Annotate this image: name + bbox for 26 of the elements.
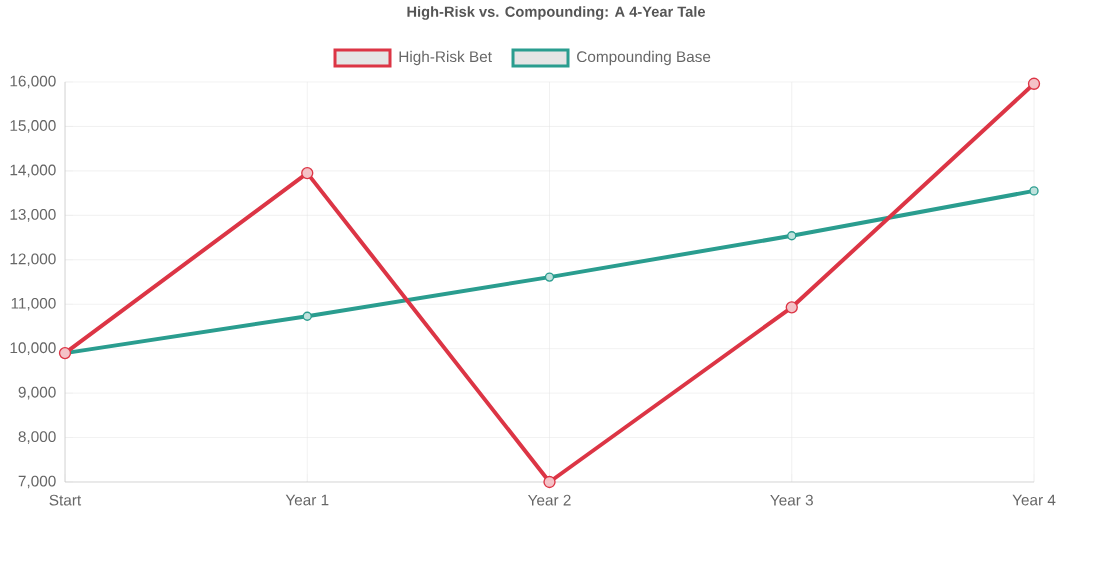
point: [544, 272, 555, 282]
y-tick-label: 7,000: [18, 475, 56, 489]
point: [1029, 186, 1039, 196]
y-tick-label: 13,000: [10, 209, 56, 222]
chart-title: High-Risk vs. Compounding: A 4-Year Tale: [407, 6, 706, 20]
y-tick-label: 16,000: [10, 75, 56, 89]
x-tick-label: Year 1: [285, 494, 329, 506]
point: [785, 301, 798, 314]
x-tick-label: Year 4: [1012, 494, 1056, 506]
point: [1027, 77, 1041, 90]
x-tick-label: Year 2: [527, 494, 571, 506]
y-tick-label: 12,000: [10, 253, 56, 267]
x-tick-label: Start: [49, 494, 82, 506]
x-tick-label: Year 3: [770, 494, 813, 506]
y-tick-label: 8,000: [18, 431, 56, 444]
point: [301, 166, 314, 180]
y-tick-label: 10,000: [10, 342, 56, 355]
point: [302, 311, 312, 321]
point: [543, 475, 556, 489]
legend-label: High-Risk Bet: [399, 50, 492, 66]
y-tick-label: 11,000: [11, 297, 56, 311]
y-tick-label: 9,000: [18, 386, 56, 400]
legend-label: Compounding Base: [577, 50, 711, 66]
y-tick-label: 15,000: [10, 120, 56, 133]
point: [787, 231, 797, 241]
y-tick-label: 14,000: [10, 164, 56, 178]
